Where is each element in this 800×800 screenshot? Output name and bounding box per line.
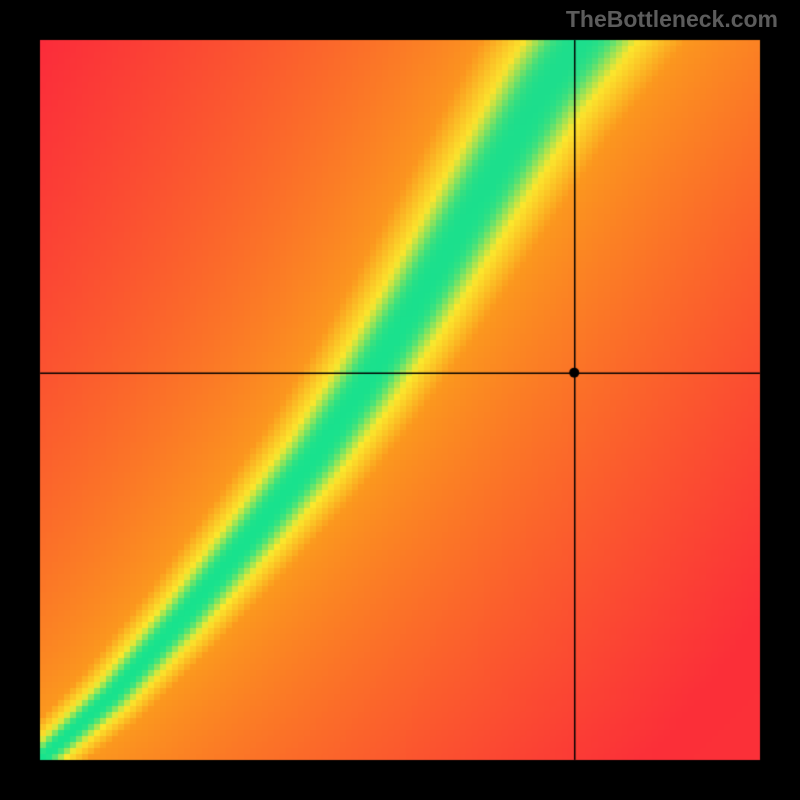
watermark-text: TheBottleneck.com [566, 6, 778, 33]
chart-container: TheBottleneck.com [0, 0, 800, 800]
heatmap-canvas [0, 0, 800, 800]
